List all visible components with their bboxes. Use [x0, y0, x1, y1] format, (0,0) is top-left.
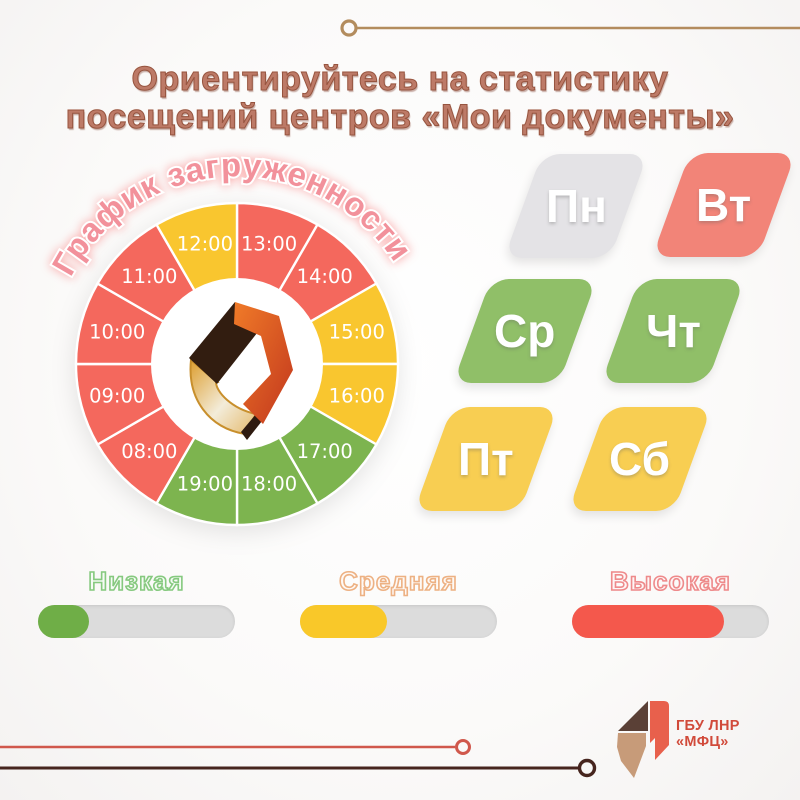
day-badge-label: Сб [609, 433, 671, 485]
day-badge-thu: Чт [601, 279, 745, 383]
time-label: 11:00 [121, 265, 177, 288]
time-label: 10:00 [89, 320, 145, 343]
legend-bar-track [572, 605, 769, 638]
page-title-line2: посещений центров «Мои документы» [65, 98, 735, 137]
time-label: 12:00 [177, 233, 233, 256]
time-label: 18:00 [241, 472, 297, 495]
top-decor-line [340, 19, 800, 37]
page-title-line1: Ориентируйтесь на статистику [131, 60, 669, 99]
day-badge-tue: Вт [652, 153, 796, 257]
time-label: 13:00 [241, 233, 297, 256]
day-badge-label: Вт [696, 179, 752, 231]
day-badge-label: Пн [545, 180, 607, 232]
legend-label: Высокая [609, 565, 731, 597]
day-badge-label: Пт [458, 433, 514, 485]
my-documents-logo-icon [189, 302, 293, 440]
page-title: Ориентируйтесь на статистику посещений ц… [0, 60, 800, 137]
legend-item: Средняя [300, 565, 497, 638]
legend-label: Средняя [338, 565, 458, 597]
day-badge-label: Чт [645, 305, 701, 357]
legend-bar-track [38, 605, 235, 638]
time-label: 09:00 [89, 385, 145, 408]
time-label: 16:00 [329, 385, 385, 408]
mfc-logo-icon [617, 701, 669, 778]
legend-bar-fill [300, 605, 387, 638]
bottom-decor-line-brown [0, 758, 597, 778]
day-badge-mon: Пн [504, 154, 648, 258]
bottom-decor-line-red [0, 739, 471, 755]
time-label: 14:00 [297, 265, 353, 288]
time-label: 17:00 [297, 440, 353, 463]
legend-bar-fill [38, 605, 90, 638]
donut-segments [74, 201, 400, 527]
day-badge-sat: Сб [568, 407, 712, 511]
org-name: ГБУ ЛНР «МФЦ» [676, 718, 740, 750]
legend-item: Низкая [38, 565, 235, 638]
legend-bar-fill [572, 605, 724, 638]
legend-item: Высокая [572, 565, 769, 638]
time-label: 19:00 [177, 472, 233, 495]
day-badge-label: Ср [494, 305, 556, 357]
time-label: 15:00 [329, 320, 385, 343]
legend-label: Низкая [88, 565, 185, 597]
legend-bar-track [300, 605, 497, 638]
time-label: 08:00 [121, 440, 177, 463]
